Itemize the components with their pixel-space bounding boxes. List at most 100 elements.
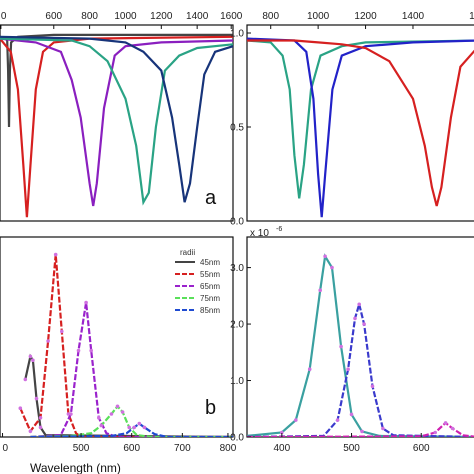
series-line-1 (247, 300, 474, 437)
panel-letter-a: a (205, 187, 217, 209)
data-point (357, 302, 362, 307)
data-point (99, 423, 104, 428)
series-line-2 (0, 37, 233, 207)
panel-a-frame (0, 24, 234, 222)
data-point (346, 367, 350, 372)
x-tick-label: 1400 (402, 11, 425, 22)
x-tick-label: 0 (3, 443, 9, 454)
data-point (120, 410, 125, 414)
x-tick-label: 800 (81, 11, 98, 22)
data-point (450, 426, 455, 431)
y-tick-label: 2.0 (230, 320, 244, 331)
data-point (76, 348, 81, 353)
series-line-0 (247, 39, 474, 199)
panel-b-plot: 0 500 600 700 800 (2, 252, 237, 454)
series-line-75nm (30, 404, 233, 437)
data-point (109, 412, 114, 416)
data-point (38, 416, 43, 420)
data-point (353, 316, 357, 321)
data-point (370, 384, 375, 389)
panel-top-right-plot: 0.0 0.5 1.0 800 1000 1200 1400 16 (230, 11, 474, 228)
data-point (53, 252, 58, 257)
data-point (280, 430, 284, 435)
x-tick-label: 500 (343, 443, 360, 454)
data-point (307, 367, 312, 372)
data-point (28, 354, 33, 359)
data-point (127, 425, 131, 430)
x-tick-label: 16 (469, 11, 474, 22)
data-point (28, 429, 33, 434)
data-point (335, 418, 340, 422)
data-point (443, 421, 448, 425)
legend-entry-label: 85nm (200, 306, 220, 315)
data-point (60, 329, 64, 334)
legend-entry-label: 55nm (200, 270, 220, 279)
scale-label-text: x 10 (250, 228, 269, 239)
x-tick-label: 500 (73, 443, 90, 454)
data-point (115, 404, 120, 409)
data-point (46, 339, 50, 343)
x-tick-label: 1400 (186, 11, 209, 22)
x-tick-label: 800 (262, 11, 279, 22)
data-point (349, 412, 354, 417)
data-point (97, 416, 101, 420)
series-line-0 (247, 253, 474, 437)
x-tick-label: 400 (274, 443, 291, 454)
y-tick-label: 1.0 (230, 29, 244, 40)
x-tick-label: 700 (174, 443, 191, 454)
panel-bottom-right-plot: 0.0 1.0 2.0 3.0 400 500 600 (230, 253, 474, 454)
series-line-2 (247, 39, 474, 207)
panel-a-plot: 0 600 800 1000 1200 1400 1600 (0, 11, 243, 218)
x-tick-label: 1200 (354, 11, 377, 22)
legend-title: radii (180, 248, 195, 257)
data-point (38, 425, 43, 430)
x-tick-label: 800 (220, 443, 237, 454)
x-tick-label: 1200 (150, 11, 173, 22)
series-line-4 (0, 35, 233, 203)
x-tick-label: 600 (123, 443, 140, 454)
data-point (84, 300, 88, 305)
series-line-1 (247, 37, 474, 218)
y-tick-label: 0.0 (230, 217, 244, 228)
x-tick-label: 600 (413, 443, 430, 454)
data-point (142, 425, 147, 430)
panel-bottom-right-frame (246, 236, 474, 438)
panel-top-right-frame (246, 24, 474, 222)
data-point (318, 288, 323, 293)
legend-entry-label: 45nm (200, 258, 220, 267)
data-point (89, 348, 93, 353)
y-tick-label: 1.0 (230, 376, 244, 387)
x-tick-label: 600 (45, 11, 62, 22)
data-point (323, 254, 327, 259)
legend: radii 45nm 55nm 65nm 75nm 85nm (175, 248, 220, 315)
data-point (137, 421, 142, 426)
data-point (23, 377, 28, 382)
scale-label: x 10 -6 (250, 226, 282, 239)
data-point (330, 265, 334, 270)
legend-entry-label: 75nm (200, 294, 220, 303)
series-line-3 (0, 37, 233, 206)
x-tick-label: 0 (1, 11, 7, 22)
legend-entry-label: 65nm (200, 282, 220, 291)
data-point (360, 429, 364, 434)
data-point (339, 344, 343, 349)
x-tick-label: 1600 (220, 11, 243, 22)
data-point (433, 430, 438, 435)
y-tick-label: 3.0 (230, 263, 244, 274)
y-tick-label: 0.0 (230, 433, 244, 444)
data-point (31, 358, 35, 363)
x-tick-label: 1000 (114, 11, 137, 22)
data-point (294, 418, 298, 422)
y-tick-label: 0.5 (230, 123, 244, 134)
data-point (18, 406, 23, 411)
data-point (34, 396, 39, 401)
data-point (69, 412, 73, 416)
data-point (381, 426, 385, 431)
x-tick-label: 1000 (307, 11, 330, 22)
series-line-0 (2, 33, 233, 128)
data-point (132, 425, 136, 430)
scale-label-exponent: -6 (276, 226, 282, 233)
data-point (362, 322, 366, 326)
x-axis-title-b: Wavelength (nm) (30, 461, 121, 474)
panel-letter-b: b (205, 397, 216, 419)
